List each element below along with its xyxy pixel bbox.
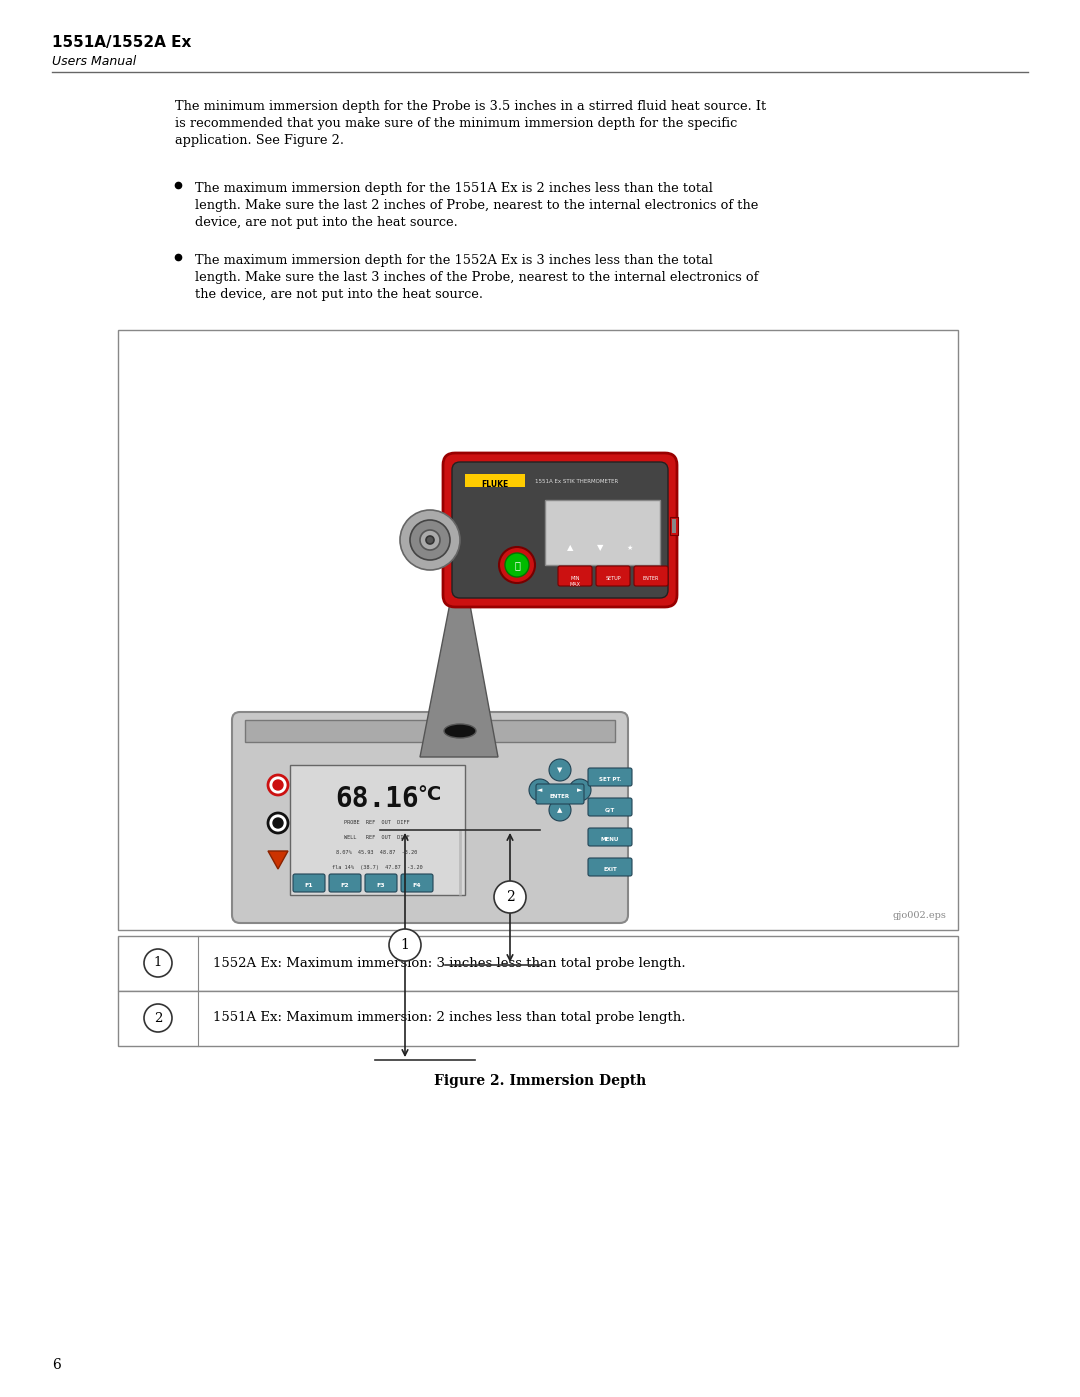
- FancyBboxPatch shape: [588, 828, 632, 847]
- Text: WELL   REF  OUT  DIFF: WELL REF OUT DIFF: [345, 835, 409, 840]
- FancyBboxPatch shape: [232, 712, 627, 923]
- Text: 1551A Ex: Maximum immersion: 2 inches less than total probe length.: 1551A Ex: Maximum immersion: 2 inches le…: [213, 1011, 686, 1024]
- FancyBboxPatch shape: [453, 462, 669, 598]
- Text: ENTER: ENTER: [643, 576, 659, 581]
- Bar: [118, 936, 958, 990]
- Text: The maximum immersion depth for the 1552A Ex is 3 inches less than the total
len: The maximum immersion depth for the 1552…: [195, 254, 758, 300]
- Text: F2: F2: [340, 883, 349, 888]
- Circle shape: [273, 819, 283, 828]
- Text: ▼: ▼: [597, 543, 604, 552]
- Text: ▲: ▲: [557, 807, 563, 813]
- Text: 1552A Ex: Maximum immersion: 3 inches less than total probe length.: 1552A Ex: Maximum immersion: 3 inches le…: [213, 957, 686, 970]
- Text: The maximum immersion depth for the 1551A Ex is 2 inches less than the total
len: The maximum immersion depth for the 1551…: [195, 182, 758, 229]
- Circle shape: [268, 775, 288, 795]
- Text: F1: F1: [305, 883, 313, 888]
- FancyBboxPatch shape: [634, 566, 669, 585]
- Text: MENU: MENU: [600, 837, 619, 842]
- Text: ★: ★: [626, 545, 633, 550]
- Text: gjo002.eps: gjo002.eps: [892, 911, 946, 921]
- Bar: [118, 330, 958, 930]
- Bar: [245, 719, 615, 742]
- Circle shape: [494, 882, 526, 914]
- Circle shape: [420, 529, 440, 550]
- Circle shape: [549, 759, 571, 781]
- Text: 6: 6: [52, 1358, 60, 1372]
- Text: 1: 1: [401, 937, 409, 951]
- Text: FLUKE: FLUKE: [482, 481, 509, 489]
- Text: PROBE  REF  OUT  DIFF: PROBE REF OUT DIFF: [345, 820, 409, 826]
- Text: Users Manual: Users Manual: [52, 54, 136, 68]
- FancyBboxPatch shape: [596, 566, 630, 585]
- Circle shape: [144, 1004, 172, 1032]
- FancyBboxPatch shape: [293, 875, 325, 893]
- Text: Figure 2. Immersion Depth: Figure 2. Immersion Depth: [434, 1074, 646, 1088]
- Bar: [465, 474, 525, 488]
- Text: 1: 1: [153, 957, 162, 970]
- Text: MIN
MAX: MIN MAX: [569, 576, 581, 587]
- Text: 2: 2: [505, 890, 514, 904]
- FancyBboxPatch shape: [401, 875, 433, 893]
- Circle shape: [410, 520, 450, 560]
- Text: 1551A/1552A Ex: 1551A/1552A Ex: [52, 35, 191, 50]
- Circle shape: [569, 780, 591, 800]
- Text: 1551A Ex STIK THERMOMETER: 1551A Ex STIK THERMOMETER: [535, 479, 618, 483]
- Text: ◄: ◄: [538, 787, 542, 793]
- Bar: [670, 517, 678, 535]
- Polygon shape: [268, 851, 288, 869]
- Circle shape: [499, 548, 535, 583]
- FancyBboxPatch shape: [365, 875, 397, 893]
- Circle shape: [426, 536, 434, 543]
- FancyBboxPatch shape: [588, 858, 632, 876]
- Circle shape: [389, 929, 421, 961]
- Text: The minimum immersion depth for the Probe is 3.5 inches in a stirred fluid heat : The minimum immersion depth for the Prob…: [175, 101, 766, 147]
- Circle shape: [144, 949, 172, 977]
- Text: 2: 2: [153, 1011, 162, 1024]
- Text: fla 14%  (38.7)  47.87  -3.20: fla 14% (38.7) 47.87 -3.20: [332, 865, 422, 870]
- Text: SET PT.: SET PT.: [598, 777, 621, 782]
- Circle shape: [400, 510, 460, 570]
- Text: ENTER: ENTER: [550, 793, 570, 799]
- Text: SETUP: SETUP: [605, 576, 621, 581]
- Text: F3: F3: [377, 883, 386, 888]
- Bar: [672, 520, 676, 534]
- Bar: [545, 500, 660, 564]
- FancyBboxPatch shape: [443, 453, 677, 608]
- Text: ▼: ▼: [557, 767, 563, 773]
- Text: EXIT: EXIT: [603, 868, 617, 872]
- Circle shape: [505, 553, 529, 577]
- Text: F4: F4: [413, 883, 421, 888]
- Text: °C: °C: [417, 785, 442, 805]
- FancyBboxPatch shape: [558, 566, 592, 585]
- Text: ⏻: ⏻: [514, 560, 519, 570]
- Ellipse shape: [444, 724, 476, 738]
- Polygon shape: [420, 567, 498, 757]
- FancyBboxPatch shape: [588, 768, 632, 787]
- Text: ►: ►: [578, 787, 583, 793]
- Text: G/T: G/T: [605, 807, 616, 812]
- Text: 8.07%  45.93  48.87  -3.20: 8.07% 45.93 48.87 -3.20: [336, 849, 418, 855]
- Circle shape: [268, 813, 288, 833]
- Circle shape: [273, 780, 283, 789]
- Text: 68.16: 68.16: [335, 785, 419, 813]
- Bar: [291, 766, 465, 895]
- Circle shape: [529, 780, 551, 800]
- Text: ▲: ▲: [567, 543, 573, 552]
- FancyBboxPatch shape: [588, 798, 632, 816]
- Circle shape: [549, 799, 571, 821]
- FancyBboxPatch shape: [536, 784, 584, 805]
- Bar: [118, 990, 958, 1046]
- FancyBboxPatch shape: [329, 875, 361, 893]
